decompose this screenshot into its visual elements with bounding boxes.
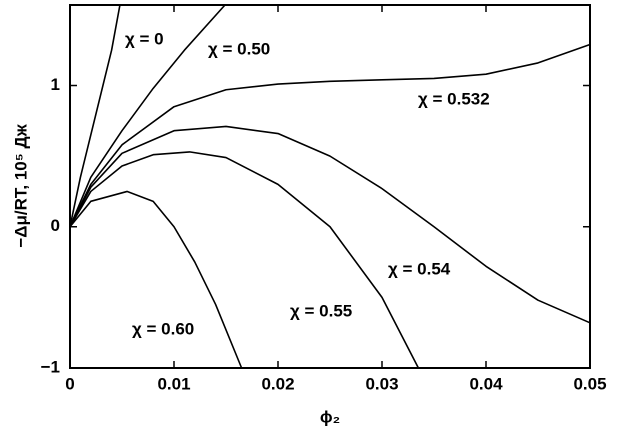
curve	[69, 125, 591, 324]
curve-label: χ = 0.55	[290, 301, 352, 320]
curve-label: χ = 0.532	[418, 89, 490, 108]
curve-label: χ = 0	[125, 29, 164, 48]
y-axis-label: −Δμ/RT, 10⁵ Дж	[11, 123, 30, 247]
x-tick-label: 0.03	[365, 374, 398, 393]
y-tick-label: 1	[51, 75, 60, 94]
curve	[69, 151, 420, 369]
y-tick-label: 0	[51, 216, 60, 235]
x-tick-label: 0	[65, 374, 74, 393]
x-tick-label: 0.02	[261, 374, 294, 393]
curve	[69, 4, 121, 227]
curve	[69, 43, 591, 228]
plot-frame	[69, 4, 591, 369]
x-axis-label: ϕ₂	[320, 407, 340, 426]
curve-label: χ = 0.50	[208, 39, 270, 58]
curve-label: χ = 0.60	[132, 319, 194, 338]
y-tick-label: −1	[41, 357, 60, 376]
x-tick-label: 0.01	[157, 374, 190, 393]
x-tick-label: 0.04	[469, 374, 503, 393]
curve-label: χ = 0.54	[388, 259, 451, 278]
x-tick-label: 0.05	[573, 374, 606, 393]
curve	[69, 4, 226, 228]
curve	[69, 190, 243, 369]
